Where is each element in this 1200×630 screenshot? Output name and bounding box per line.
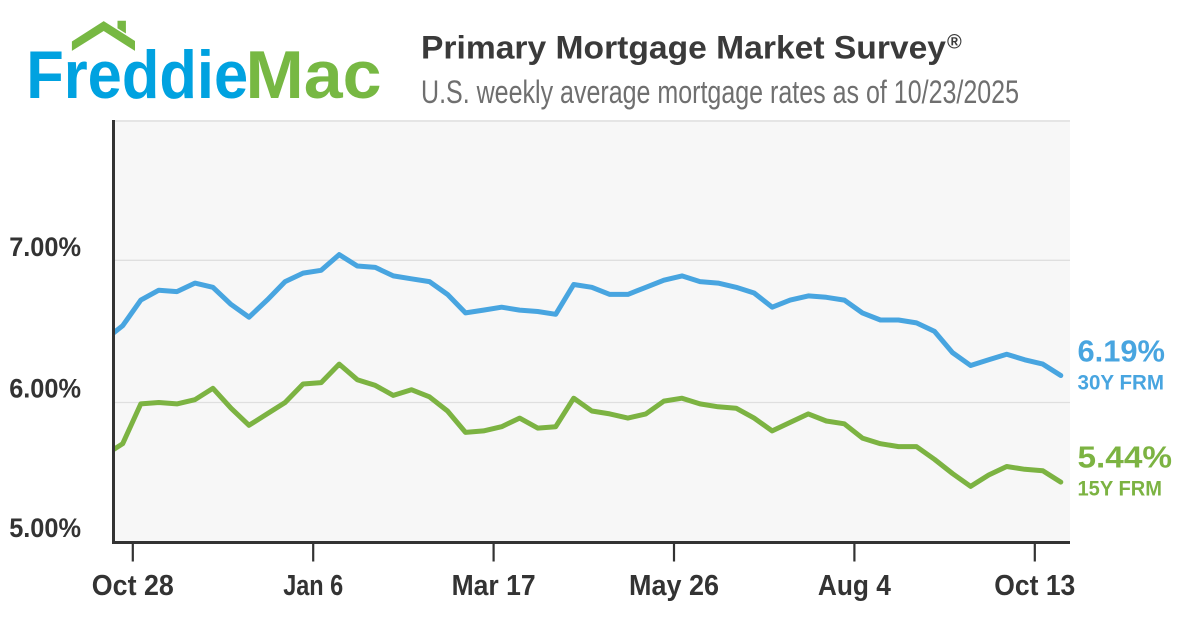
svg-text:Oct 13: Oct 13	[994, 570, 1075, 602]
svg-text:May 26: May 26	[629, 570, 719, 602]
svg-text:Primary Mortgage Market Survey: Primary Mortgage Market Survey	[421, 29, 946, 65]
svg-text:15Y FRM: 15Y FRM	[1078, 478, 1163, 501]
svg-text:Aug 4: Aug 4	[818, 570, 891, 602]
svg-text:7.00%: 7.00%	[9, 232, 81, 262]
svg-text:Oct 28: Oct 28	[92, 570, 174, 602]
svg-text:Mar 17: Mar 17	[452, 570, 536, 602]
svg-text:Mac: Mac	[246, 37, 382, 113]
svg-text:6.19%: 6.19%	[1078, 334, 1166, 369]
svg-text:6.00%: 6.00%	[9, 374, 81, 404]
svg-text:5.44%: 5.44%	[1078, 440, 1173, 475]
svg-text:®: ®	[947, 32, 962, 54]
svg-text:5.00%: 5.00%	[9, 513, 81, 543]
svg-text:U.S. weekly average mortgage r: U.S. weekly average mortgage rates as of…	[421, 74, 1019, 110]
svg-text:30Y FRM: 30Y FRM	[1078, 372, 1165, 395]
svg-text:Freddie: Freddie	[26, 37, 248, 113]
svg-text:Jan 6: Jan 6	[283, 570, 343, 602]
